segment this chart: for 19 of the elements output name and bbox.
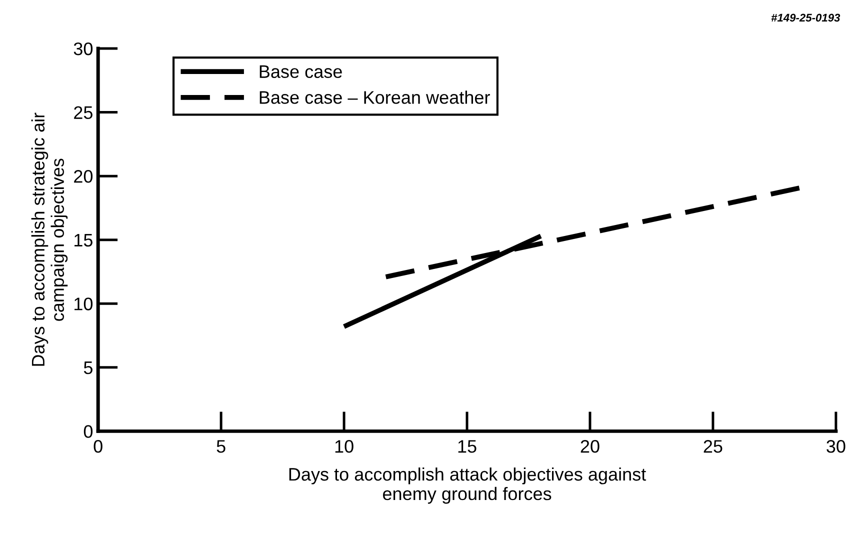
x-tick-label: 5	[216, 440, 226, 453]
x-axis-title: Days to accomplish attack objectives against enemy ground forces	[289, 467, 646, 504]
y-tick-label: 15	[74, 234, 92, 247]
y-axis-title: Days to accomplish strategic air campaign objectives	[31, 112, 68, 366]
x-tick-label: 15	[458, 440, 476, 453]
x-tick-label: 25	[704, 440, 722, 453]
y-tick-label: 30	[74, 42, 93, 56]
legend-label: Base case	[260, 65, 342, 78]
y-tick-label: 5	[84, 362, 92, 374]
y-tick-label: 20	[74, 170, 93, 183]
x-tick-label: 30	[826, 440, 846, 453]
x-tick-label: 10	[335, 440, 354, 453]
y-tick-label: 10	[74, 298, 93, 310]
x-tick-label: 0	[94, 440, 102, 453]
legend-label: Base case – Korean weather	[260, 90, 490, 104]
text: #149-25-0193	[771, 14, 840, 22]
y-tick-label: 0	[84, 425, 93, 438]
y-tick-label: 25	[74, 106, 92, 120]
x-tick-label: 20	[580, 440, 600, 453]
